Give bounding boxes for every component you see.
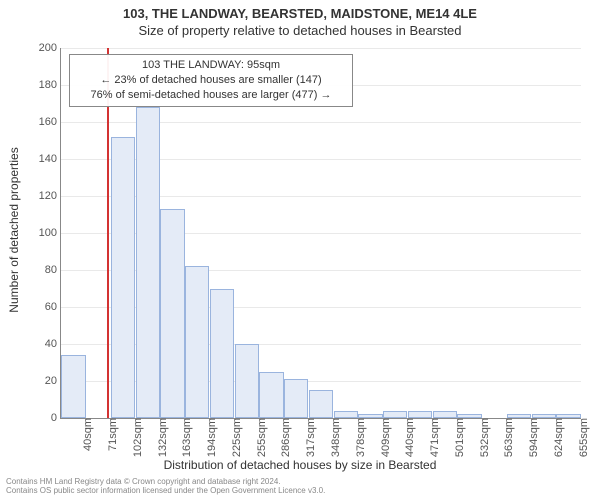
x-tick-label: 594sqm	[524, 418, 540, 457]
x-tick-label: 532sqm	[475, 418, 491, 457]
x-tick-label: 378sqm	[351, 418, 367, 457]
histogram-bar	[309, 390, 333, 418]
histogram-bar	[433, 411, 457, 418]
x-tick-label: 563sqm	[499, 418, 515, 457]
annotation-line-2: ← 23% of detached houses are smaller (14…	[76, 73, 346, 88]
histogram-bar	[160, 209, 184, 418]
x-tick-label: 317sqm	[301, 418, 317, 457]
page-subtitle: Size of property relative to detached ho…	[0, 21, 600, 38]
footer-line-2: Contains OS public sector information li…	[6, 486, 594, 496]
annotation-line-3: 76% of semi-detached houses are larger (…	[76, 88, 346, 103]
y-tick-label: 0	[51, 412, 61, 424]
x-tick-label: 348sqm	[326, 418, 342, 457]
histogram-bar	[111, 137, 135, 418]
histogram-plot: 02040608010012014016018020040sqm71sqm102…	[60, 48, 581, 419]
x-tick-label: 255sqm	[252, 418, 268, 457]
footer-line-1: Contains HM Land Registry data © Crown c…	[6, 477, 594, 487]
x-tick-label: 132sqm	[153, 418, 169, 457]
x-tick-label: 194sqm	[202, 418, 218, 457]
property-annotation: 103 THE LANDWAY: 95sqm ← 23% of detached…	[69, 54, 353, 107]
histogram-bar	[185, 266, 209, 418]
x-tick-label: 102sqm	[128, 418, 144, 457]
y-tick-label: 160	[39, 116, 61, 128]
page-title: 103, THE LANDWAY, BEARSTED, MAIDSTONE, M…	[0, 0, 600, 21]
y-tick-label: 20	[45, 375, 61, 387]
histogram-bar	[383, 411, 407, 418]
y-axis-label: Number of detached properties	[7, 147, 21, 312]
x-tick-label: 471sqm	[425, 418, 441, 457]
histogram-bar	[408, 411, 432, 418]
annotation-line-1: 103 THE LANDWAY: 95sqm	[76, 58, 346, 73]
y-tick-label: 200	[39, 42, 61, 54]
histogram-bar	[136, 107, 160, 418]
y-tick-label: 140	[39, 153, 61, 165]
y-tick-label: 100	[39, 227, 61, 239]
x-tick-label: 624sqm	[549, 418, 565, 457]
y-tick-label: 60	[45, 301, 61, 313]
x-tick-label: 409sqm	[376, 418, 392, 457]
y-tick-label: 120	[39, 190, 61, 202]
y-tick-label: 180	[39, 79, 61, 91]
histogram-bar	[61, 355, 85, 418]
x-tick-label: 71sqm	[103, 418, 119, 451]
x-axis-label: Distribution of detached houses by size …	[0, 458, 600, 472]
y-tick-label: 80	[45, 264, 61, 276]
histogram-bar	[235, 344, 259, 418]
histogram-bar	[334, 411, 358, 418]
x-tick-label: 163sqm	[177, 418, 193, 457]
histogram-bar	[259, 372, 283, 418]
histogram-bar	[284, 379, 308, 418]
y-tick-label: 40	[45, 338, 61, 350]
x-tick-label: 440sqm	[400, 418, 416, 457]
histogram-bar	[210, 289, 234, 419]
x-tick-label: 655sqm	[574, 418, 590, 457]
x-tick-label: 286sqm	[276, 418, 292, 457]
x-tick-label: 40sqm	[78, 418, 94, 451]
attribution-footer: Contains HM Land Registry data © Crown c…	[6, 477, 594, 496]
x-tick-label: 501sqm	[450, 418, 466, 457]
gridline	[61, 48, 581, 49]
x-tick-label: 225sqm	[227, 418, 243, 457]
